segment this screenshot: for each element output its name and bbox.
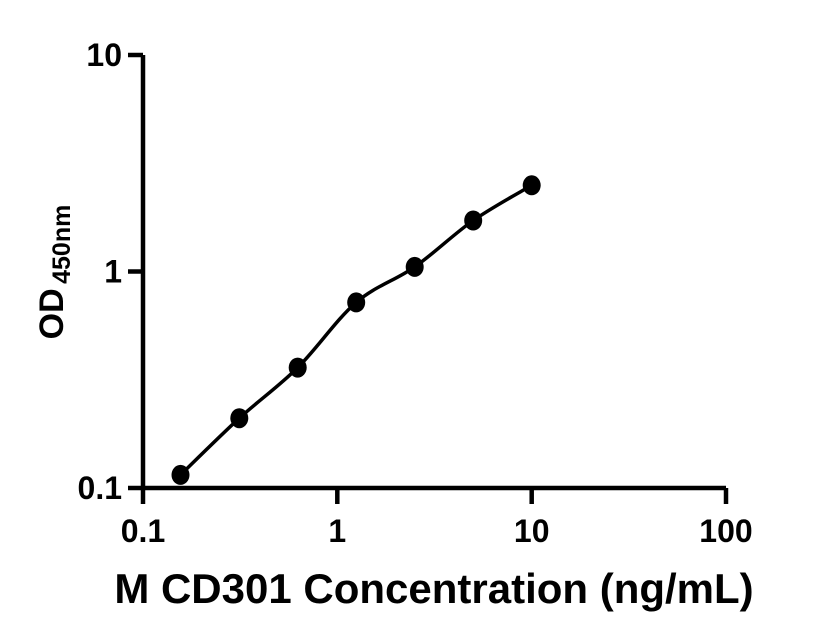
data-point xyxy=(230,408,249,429)
y-tick-label: 10 xyxy=(86,37,122,73)
data-point xyxy=(171,464,190,485)
x-tick-label: 10 xyxy=(514,513,550,549)
x-tick-label: 0.1 xyxy=(121,513,165,549)
x-tick-label: 1 xyxy=(328,513,346,549)
x-tick-label: 100 xyxy=(699,513,752,549)
data-point xyxy=(288,357,307,378)
data-point xyxy=(464,210,483,231)
x-axis-tick-labels: 0.1 1 10 100 xyxy=(121,513,753,549)
data-point xyxy=(405,256,424,277)
x-axis-title: M CD301 Concentration (ng/mL) xyxy=(114,565,753,612)
y-axis-tick-labels: 0.1 1 10 xyxy=(78,37,122,506)
y-axis-title-subscript: 450nm xyxy=(48,205,76,284)
y-axis-ticks xyxy=(128,52,143,491)
y-tick-label: 1 xyxy=(104,254,122,290)
data-point xyxy=(522,175,541,196)
axis-lines xyxy=(140,55,726,491)
y-axis-title-main: OD xyxy=(33,288,71,339)
y-tick-label: 0.1 xyxy=(78,470,122,506)
data-point xyxy=(347,292,366,313)
y-axis-title: OD 450nm xyxy=(33,205,76,340)
x-axis-ticks xyxy=(140,488,729,504)
data-points xyxy=(171,175,541,485)
curve-line xyxy=(178,183,534,477)
axes: 0.1 1 10 100 0.1 1 10 xyxy=(78,37,753,549)
